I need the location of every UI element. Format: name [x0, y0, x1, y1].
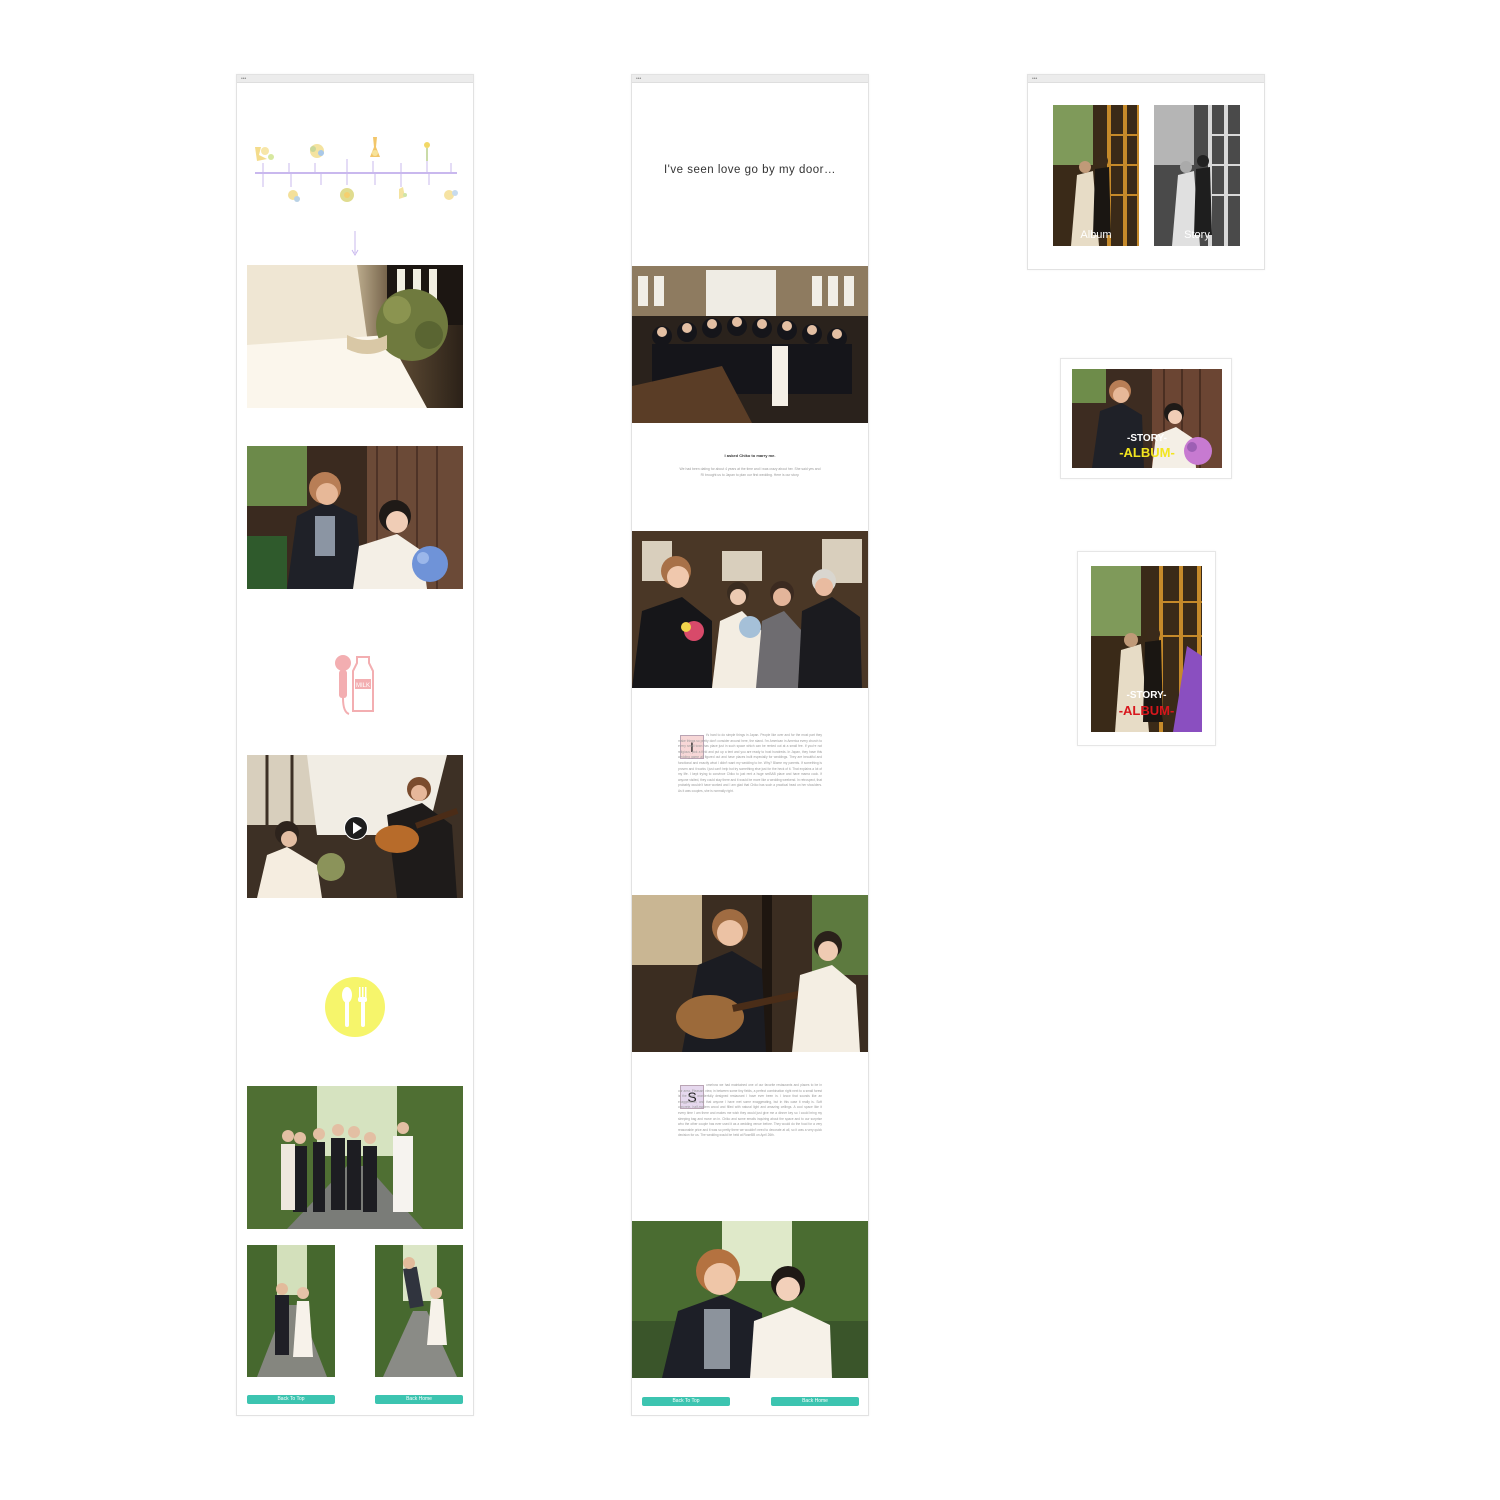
- dropcap-letter: I: [680, 735, 704, 759]
- card-photo-hallway[interactable]: -STORY- -ALBUM-: [1091, 566, 1202, 732]
- story-label: Story: [1184, 229, 1210, 241]
- story-album-card-landscape: -STORY- -ALBUM-: [1060, 358, 1232, 479]
- window-controls[interactable]: •••: [636, 76, 642, 82]
- bouquet-icon: [310, 144, 324, 158]
- photo-ceremony-hall: [632, 266, 868, 423]
- story-heading: I asked Chiko to marry me.: [724, 453, 776, 458]
- photo-couple-jumping: [375, 1245, 463, 1377]
- story-album-card-portrait: -STORY- -ALBUM-: [1077, 551, 1216, 746]
- bouquet-round-icon: [399, 187, 407, 199]
- microphone-milk-icon: MILK: [333, 653, 377, 720]
- middle-window: ••• I've seen love go by my door… I aske…: [631, 74, 869, 1416]
- photo-couple-guitar: [632, 895, 868, 1052]
- photo-group-laughing: [632, 531, 868, 688]
- back-home-button[interactable]: Back Home: [771, 1397, 859, 1406]
- window-titlebar: •••: [1028, 75, 1264, 83]
- play-icon[interactable]: [344, 816, 368, 840]
- story-paragraph: t's hard to do simple things in Japan. P…: [678, 733, 822, 793]
- right-window: ••• Album Story: [1027, 74, 1265, 270]
- champagne-icon: [370, 137, 380, 157]
- card-photo-couple[interactable]: -STORY- -ALBUM-: [1072, 369, 1222, 468]
- back-home-button[interactable]: Back Home: [375, 1395, 463, 1404]
- video-guitar-performance[interactable]: [247, 755, 463, 898]
- left-window: •••: [236, 74, 474, 1416]
- dropcap-letter: S: [680, 1085, 704, 1109]
- album-label: Album: [1080, 229, 1112, 241]
- bow-icon: [444, 190, 458, 200]
- photo-couple-portrait: [632, 1221, 868, 1378]
- window-controls[interactable]: •••: [241, 76, 247, 82]
- window-titlebar: •••: [632, 75, 868, 83]
- photo-bride-bouquet: [247, 265, 463, 408]
- card-album-label: -ALBUM-: [1118, 703, 1175, 718]
- wedding-timeline: [251, 133, 461, 205]
- story-paragraph: omehow we had maintained one of our favo…: [678, 1083, 822, 1138]
- window-controls[interactable]: •••: [1032, 76, 1038, 82]
- svg-text:MILK: MILK: [356, 683, 370, 689]
- card-story-label: -STORY-: [1126, 433, 1167, 444]
- story-intro: We had been dating for about 4 years at …: [679, 467, 821, 477]
- back-to-top-button[interactable]: Back To Top: [642, 1397, 730, 1406]
- flower-icon: [424, 142, 430, 161]
- story-link-tile[interactable]: Story: [1154, 105, 1240, 246]
- story-headline: I've seen love go by my door…: [663, 164, 837, 176]
- photo-group-forest: [247, 1086, 463, 1229]
- dress-ribbon-icon: [255, 147, 274, 161]
- down-arrow-icon: [351, 231, 359, 262]
- card-story-label: -STORY-: [1126, 690, 1167, 701]
- cake-icon: [340, 188, 354, 202]
- card-album-label: -ALBUM-: [1119, 445, 1175, 460]
- album-link-tile[interactable]: Album: [1053, 105, 1139, 246]
- window-titlebar: •••: [237, 75, 473, 83]
- back-to-top-button[interactable]: Back To Top: [247, 1395, 335, 1404]
- ring-box-icon: [288, 190, 300, 202]
- photo-couple-outside: [247, 446, 463, 589]
- photo-couple-walking: [247, 1245, 335, 1377]
- fork-spoon-icon: [325, 977, 385, 1037]
